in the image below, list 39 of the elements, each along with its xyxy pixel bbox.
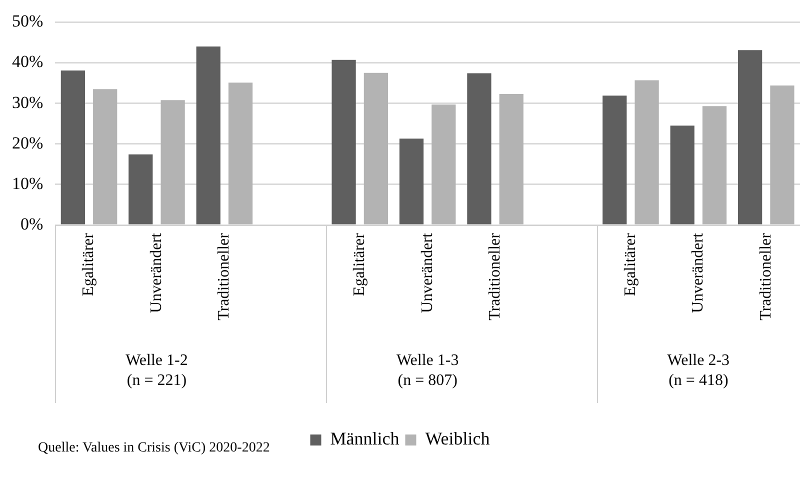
x-tick-label: Unverändert	[690, 232, 707, 313]
text: Welle 2-3 (n = 418)	[667, 352, 730, 390]
x-tick-label: Traditioneller	[757, 232, 774, 320]
bar	[364, 72, 388, 224]
source-note: Quelle: Values in Crisis (ViC) 2020-2022	[38, 440, 270, 456]
bar	[467, 73, 492, 224]
y-tick-label: 0%	[20, 214, 44, 234]
bar	[128, 154, 153, 224]
y-tick-label: 30%	[12, 92, 44, 112]
bar	[702, 106, 727, 224]
bar	[602, 96, 627, 224]
x-tick-label: Unverändert	[418, 232, 436, 313]
bar	[93, 89, 118, 224]
y-tick-label: 50%	[12, 12, 44, 31]
x-tick-label: Unverändert	[148, 232, 165, 313]
y-tick-label: 20%	[12, 133, 44, 152]
bar	[738, 50, 762, 224]
x-tick-label: Traditioneller	[486, 232, 504, 320]
x-tick-label: Egalitärer	[622, 232, 639, 296]
bar	[432, 104, 456, 224]
legend-label: Weiblich	[425, 428, 490, 449]
bar	[399, 138, 424, 224]
bar	[770, 85, 794, 224]
legend-label: Männlich	[330, 428, 400, 449]
text: Welle 1-3 (n = 807)	[396, 352, 459, 390]
bar	[60, 70, 85, 224]
y-tick-label: 10%	[12, 174, 44, 193]
bar	[160, 100, 185, 224]
bar	[332, 60, 356, 224]
bar	[670, 126, 694, 224]
x-tick-label: Egalitärer	[80, 232, 98, 296]
bar	[228, 82, 253, 224]
x-tick-label: Traditioneller	[216, 232, 233, 320]
x-tick-label: Egalitärer	[351, 232, 368, 296]
text: Welle 1-2 (n = 221)	[126, 352, 188, 390]
y-tick-label: 40%	[12, 52, 44, 72]
bar	[499, 94, 524, 224]
bar	[196, 46, 220, 224]
bar	[634, 80, 659, 224]
